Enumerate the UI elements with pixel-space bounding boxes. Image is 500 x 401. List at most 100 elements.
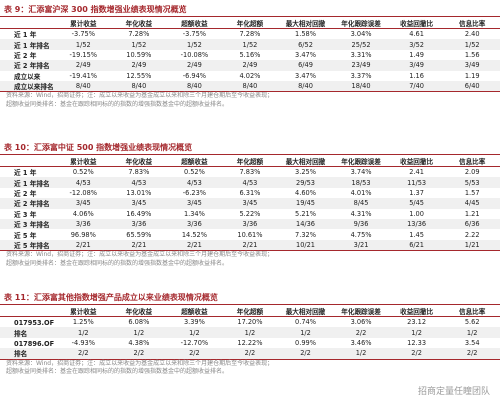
cell: 1.58% bbox=[295, 30, 316, 39]
cell: 4.61 bbox=[409, 30, 424, 39]
header-cell: 累计收益 bbox=[55, 305, 112, 317]
cell: 4/53 bbox=[222, 177, 278, 188]
notes: 资料来源：Wind，招商证券；注：成立以来收益为基金成立以来和除三个月建仓期后至… bbox=[0, 91, 500, 109]
cell: 3.74% bbox=[350, 168, 372, 177]
cell: 6/52 bbox=[277, 39, 334, 50]
row: 近 1 年排名 1/52 1/52 1/52 1/52 6/52 25/52 3/52 1/52 bbox=[0, 39, 500, 50]
cell: 2/49 bbox=[55, 60, 112, 71]
notes: 资料来源：Wind，招商证券；注：成立以来收益为基金成立以来和除三个月建仓期后至… bbox=[0, 358, 500, 377]
cell: -10.08% bbox=[180, 50, 209, 59]
cell: 8/40 bbox=[166, 80, 223, 92]
header-cell: 年化收益 bbox=[111, 305, 167, 317]
cell: 1/52 bbox=[444, 39, 500, 50]
cell: 19/45 bbox=[277, 198, 334, 209]
note-line: 资料来源：Wind，招商证券；注：成立以来收益为基金成立以来和除三个月建仓期后至… bbox=[6, 359, 274, 367]
cell: 7.28% bbox=[239, 30, 261, 39]
cell: 2/2 bbox=[333, 327, 389, 338]
row-label: 近 2 年排名 bbox=[0, 60, 56, 71]
row-label: 近 2 年 bbox=[14, 51, 37, 60]
header-cell: 收益回撤比 bbox=[388, 17, 445, 29]
cell: 2/21 bbox=[55, 239, 112, 251]
cell: 1/52 bbox=[166, 39, 223, 50]
cell: 1.25% bbox=[72, 318, 94, 327]
header-cell: 累计收益 bbox=[55, 17, 112, 29]
cell: 1.49 bbox=[409, 50, 424, 59]
header-cell: 收益回撤比 bbox=[388, 155, 445, 167]
cell: 0.99% bbox=[295, 338, 316, 347]
cell: 1.16 bbox=[409, 71, 424, 80]
cell: 4.75% bbox=[350, 230, 372, 239]
cell: 12.22% bbox=[237, 338, 263, 347]
cell: 6/49 bbox=[277, 60, 334, 71]
cell: 1/2 bbox=[333, 348, 389, 359]
notes: 资料来源：Wind，招商证券；注：成立以来收益为基金成立以来和除三个月建仓期后至… bbox=[0, 250, 500, 268]
cell: 9/36 bbox=[333, 218, 389, 230]
cell: 1/2 bbox=[277, 327, 334, 338]
cell: -19.41% bbox=[69, 71, 98, 80]
cell: 3/36 bbox=[222, 218, 278, 230]
cell: 2/2 bbox=[166, 348, 223, 359]
cell: 8/40 bbox=[222, 80, 278, 92]
note-line: 资料来源：Wind，招商证券；注：成立以来收益为基金成立以来和除三个月建仓期后至… bbox=[6, 92, 274, 100]
cell: 3.54 bbox=[464, 338, 480, 347]
cell: -6.94% bbox=[182, 71, 207, 80]
cell: -6.23% bbox=[182, 188, 207, 197]
table-title: 表 11：汇添富其他指数增强产品成立以来业绩表现情况概览 bbox=[0, 292, 500, 305]
cell: 23.12 bbox=[407, 318, 427, 327]
cell: 1/2 bbox=[166, 327, 223, 338]
cell: 5/53 bbox=[444, 177, 500, 188]
cell: 7.32% bbox=[295, 230, 316, 239]
cell: 8/40 bbox=[277, 80, 334, 92]
cell: 1/52 bbox=[111, 39, 167, 50]
cell: 3.31% bbox=[350, 50, 372, 59]
cell: 18/40 bbox=[333, 80, 389, 92]
cell: 1.21 bbox=[464, 209, 480, 218]
cell: 0.52% bbox=[72, 168, 94, 177]
row: 近 2 年排名 3/45 3/45 3/45 3/45 19/45 8/45 5/45 4/45 bbox=[0, 198, 500, 209]
cell: 4/53 bbox=[55, 177, 112, 188]
cell: 3.47% bbox=[295, 50, 316, 59]
cell: -3.75% bbox=[182, 30, 207, 39]
row: 排名 2/2 2/2 2/2 2/2 2/2 1/2 2/2 2/2 bbox=[0, 348, 500, 359]
cell: 4.06% bbox=[72, 209, 94, 218]
cell: 0.52% bbox=[183, 168, 205, 177]
row: 近 5 年排名 2/21 2/21 2/21 2/21 10/21 3/21 6/21 1/21 bbox=[0, 239, 500, 251]
cell: 5/45 bbox=[388, 198, 445, 209]
cell: 1.34% bbox=[183, 209, 205, 218]
cell: 6.08% bbox=[128, 318, 150, 327]
cell: 3/36 bbox=[166, 218, 223, 230]
cell: 5.21% bbox=[295, 209, 316, 218]
row-label: 近 5 年排名 bbox=[0, 239, 56, 251]
header-cell bbox=[0, 17, 56, 29]
header-row: 累计收益 年化收益 超额收益 年化超额 最大相对回撤 年化跟踪误差 收益回撤比 信息比率 bbox=[0, 155, 500, 167]
row-label: 近 5 年 bbox=[14, 231, 37, 240]
watermark: 招商定量任瞳团队 bbox=[417, 387, 490, 397]
cell: 8/45 bbox=[333, 198, 389, 209]
cell: 1.00 bbox=[409, 209, 424, 218]
cell: -4.93% bbox=[71, 338, 95, 347]
cell: 3/52 bbox=[388, 39, 445, 50]
cell: 14.52% bbox=[181, 230, 207, 239]
cell: 5.62 bbox=[464, 318, 480, 327]
cell: 4/45 bbox=[444, 198, 500, 209]
cell: 17.20% bbox=[237, 318, 263, 327]
header-cell: 年化超额 bbox=[222, 17, 278, 29]
table-block: 表 10：汇添富中证 500 指数增强业绩表现情况概览 累计收益 年化收益 超额收益年… bbox=[0, 142, 500, 268]
cell: 3/49 bbox=[444, 60, 500, 71]
cell: 3/49 bbox=[388, 60, 445, 71]
cell: 1/2 bbox=[388, 327, 445, 338]
cell: 1/2 bbox=[55, 327, 112, 338]
cell: 2.41 bbox=[409, 168, 424, 177]
row: 成立以来 -19.41% 12.55% -6.94% 4.02% 3.47% 3.37% 1.… bbox=[0, 71, 500, 81]
cell: 10/21 bbox=[277, 239, 334, 251]
cell: 3.25% bbox=[295, 168, 316, 177]
cell: 13.01% bbox=[126, 188, 152, 197]
cell: 11/53 bbox=[388, 177, 445, 188]
header-cell: 年化超额 bbox=[222, 155, 278, 167]
cell: 1/21 bbox=[444, 239, 500, 251]
cell: 3/36 bbox=[111, 218, 167, 230]
header-cell: 超额收益 bbox=[166, 305, 223, 317]
row-label: 近 1 年 bbox=[14, 169, 37, 178]
row-label: 成立以来排名 bbox=[0, 80, 56, 92]
